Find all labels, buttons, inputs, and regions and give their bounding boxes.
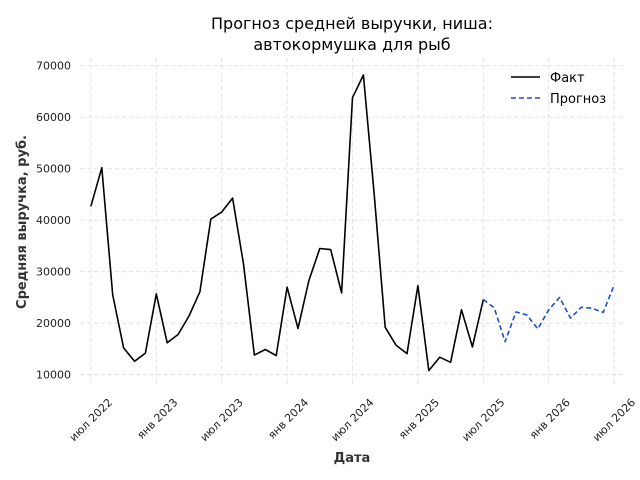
y-tick-label: 50000 (36, 163, 71, 176)
legend-label-forecast: Прогноз (550, 92, 606, 107)
y-axis-label: Средняя выручка, руб. (15, 135, 30, 309)
chart-title-line-1: Прогноз средней выручки, ниша: (211, 14, 493, 33)
y-tick-label: 40000 (36, 214, 71, 227)
y-tick-label: 70000 (36, 60, 71, 73)
series-line-forecast (482, 284, 615, 343)
series-line-fact (90, 74, 485, 372)
y-tick-label: 30000 (36, 266, 71, 279)
chart-title-line-2: автокормушка для рыб (253, 35, 450, 54)
y-tick-label: 20000 (36, 317, 71, 330)
x-tick-label: янв 2024 (265, 396, 311, 442)
x-tick-label: янв 2026 (527, 396, 573, 442)
y-tick-label: 60000 (36, 111, 71, 124)
grid (80, 58, 625, 385)
x-axis-label: Дата (334, 451, 371, 466)
y-tick-label: 10000 (36, 369, 71, 382)
legend: Факт Прогноз (511, 71, 606, 107)
x-tick-label: июл 2022 (67, 396, 115, 444)
x-tick-label: янв 2025 (396, 396, 442, 442)
legend-label-fact: Факт (550, 71, 585, 86)
series-lines (90, 74, 615, 372)
x-tick-label: июл 2024 (329, 396, 377, 444)
tick-labels: 10000 20000 30000 40000 50000 60000 70000 июл 2… (36, 60, 638, 444)
x-tick-label: янв 2023 (135, 396, 181, 442)
x-tick-label: июл 2023 (198, 396, 246, 444)
x-tick-label: июл 2025 (459, 396, 507, 444)
x-tick-label: июл 2026 (590, 396, 638, 444)
